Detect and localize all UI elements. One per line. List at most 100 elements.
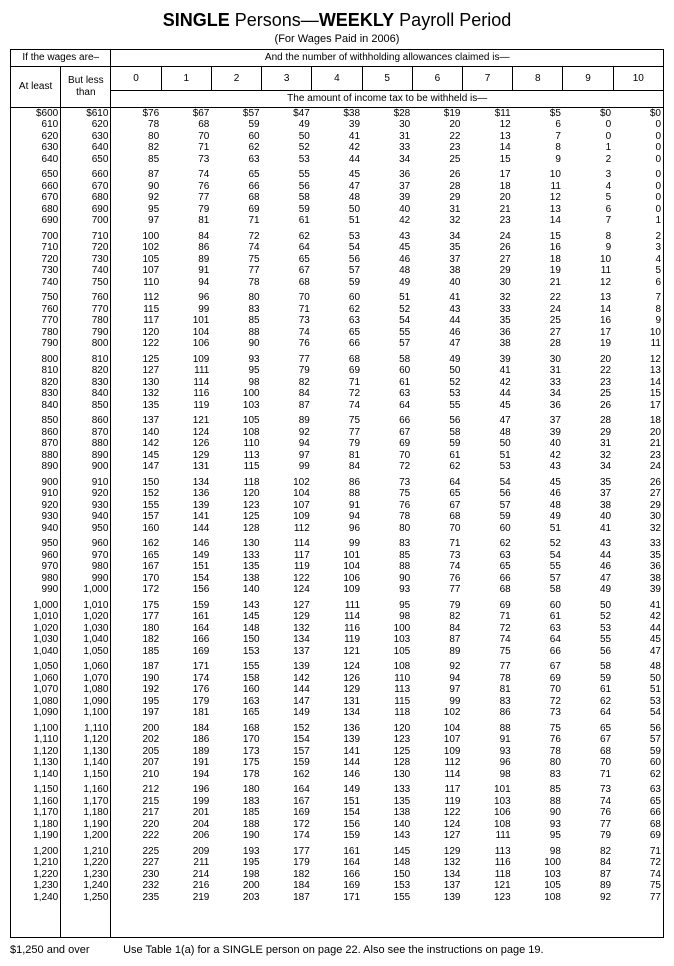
tax-cell: 156 — [312, 819, 362, 831]
tax-cell: 12 — [462, 119, 512, 131]
tax-cell: 50 — [312, 204, 362, 216]
wage-cell: 940 — [61, 511, 111, 523]
tax-cell: 47 — [412, 338, 462, 350]
tax-cell: 109 — [312, 584, 362, 596]
table-row: 1,0801,0901951791631471311159983726253 — [11, 696, 664, 708]
tax-cell: 41 — [412, 292, 462, 304]
tax-cell: 45 — [312, 169, 362, 181]
tax-cell: 18 — [613, 415, 663, 427]
tax-cell: 5 — [613, 265, 663, 277]
tax-cell: 2 — [613, 231, 663, 243]
tax-cell: 136 — [161, 488, 211, 500]
tax-cell: 110 — [362, 673, 412, 685]
tax-cell: 41 — [462, 365, 512, 377]
tax-cell: 110 — [111, 277, 161, 289]
tax-cell: 60 — [513, 600, 563, 612]
tax-cell: 85 — [513, 784, 563, 796]
header-allowance-10: 10 — [613, 66, 663, 91]
header-wages-are: If the wages are– — [11, 50, 111, 67]
tax-cell: 99 — [412, 696, 462, 708]
tax-cell: 121 — [462, 880, 512, 892]
wage-cell: 830 — [11, 388, 61, 400]
wage-cell: 1,230 — [61, 869, 111, 881]
tax-cell: 94 — [262, 438, 312, 450]
tax-cell: 71 — [262, 304, 312, 316]
tax-cell: 75 — [462, 646, 512, 658]
tax-cell: 149 — [312, 784, 362, 796]
tax-cell: 35 — [412, 242, 462, 254]
tax-cell: 38 — [462, 338, 512, 350]
tax-cell: 88 — [211, 327, 261, 339]
tax-cell: 37 — [412, 254, 462, 266]
tax-cell: 144 — [262, 684, 312, 696]
tax-cell: $19 — [412, 107, 462, 119]
tax-cell: 61 — [563, 684, 613, 696]
tax-cell: 24 — [513, 304, 563, 316]
tax-cell: 142 — [262, 673, 312, 685]
tax-cell: 13 — [462, 131, 512, 143]
wage-cell: 760 — [11, 304, 61, 316]
table-row: 1,0101,020177161145129114988271615242 — [11, 611, 664, 623]
tax-cell: 3 — [563, 169, 613, 181]
wage-cell: 1,100 — [61, 707, 111, 719]
tax-cell: 84 — [563, 857, 613, 869]
tax-cell: 35 — [563, 477, 613, 489]
tax-cell: 114 — [161, 377, 211, 389]
tax-cell: 68 — [161, 119, 211, 131]
header-allowance-5: 5 — [362, 66, 412, 91]
table-row: 9901,000172156140124109937768584939 — [11, 584, 664, 596]
footer-right: Use Table 1(a) for a SINGLE person on pa… — [123, 944, 544, 956]
tax-cell: 71 — [613, 846, 663, 858]
table-row: 91092015213612010488756556463727 — [11, 488, 664, 500]
table-row: 6206308070605041312213700 — [11, 131, 664, 143]
tax-cell: 8 — [513, 142, 563, 154]
wage-cell: 760 — [61, 292, 111, 304]
tax-cell: 26 — [563, 400, 613, 412]
tax-cell: 89 — [563, 880, 613, 892]
tax-cell: 134 — [312, 707, 362, 719]
tax-cell: 220 — [111, 819, 161, 831]
wage-cell: 1,130 — [11, 757, 61, 769]
tax-cell: 70 — [262, 292, 312, 304]
table-row: 8708801421261109479695950403121 — [11, 438, 664, 450]
tax-cell: 61 — [513, 611, 563, 623]
tax-cell: 83 — [462, 696, 512, 708]
table-row: 1,1601,170215199183167151135119103887465 — [11, 796, 664, 808]
tax-cell: 120 — [362, 723, 412, 735]
tax-cell: 48 — [462, 427, 512, 439]
table-row: 790800122106907666574738281911 — [11, 338, 664, 350]
tax-cell: 180 — [111, 623, 161, 635]
wage-cell: 1,170 — [11, 807, 61, 819]
table-row: 1,0701,0801921761601441291139781706151 — [11, 684, 664, 696]
tax-cell: 70 — [563, 757, 613, 769]
tax-cell: 24 — [613, 461, 663, 473]
tax-cell: 60 — [362, 365, 412, 377]
tax-cell: 56 — [312, 254, 362, 266]
tax-cell: 46 — [513, 488, 563, 500]
tax-cell: 212 — [111, 784, 161, 796]
wage-cell: 1,160 — [61, 784, 111, 796]
tax-cell: 132 — [412, 857, 462, 869]
tax-cell: 177 — [262, 846, 312, 858]
tax-cell: 206 — [161, 830, 211, 842]
tax-cell: 60 — [211, 131, 261, 143]
tax-cell: 48 — [362, 265, 412, 277]
tax-cell: 171 — [161, 661, 211, 673]
tax-cell: 59 — [462, 511, 512, 523]
tax-cell: $5 — [513, 107, 563, 119]
table-row: 7407501109478685949403021126 — [11, 277, 664, 289]
tax-cell: 116 — [462, 857, 512, 869]
tax-cell: 63 — [211, 154, 261, 166]
tax-cell: 80 — [513, 757, 563, 769]
tax-cell: 8 — [613, 304, 663, 316]
tax-cell: 129 — [312, 684, 362, 696]
tax-cell: 215 — [111, 796, 161, 808]
tax-cell: 98 — [513, 846, 563, 858]
table-row: 810820127111957969605041312213 — [11, 365, 664, 377]
tax-cell: 139 — [312, 734, 362, 746]
wage-cell: 900 — [61, 461, 111, 473]
tax-cell: 82 — [111, 142, 161, 154]
tax-cell: 192 — [111, 684, 161, 696]
tax-cell: 169 — [262, 807, 312, 819]
tax-cell: 126 — [161, 438, 211, 450]
